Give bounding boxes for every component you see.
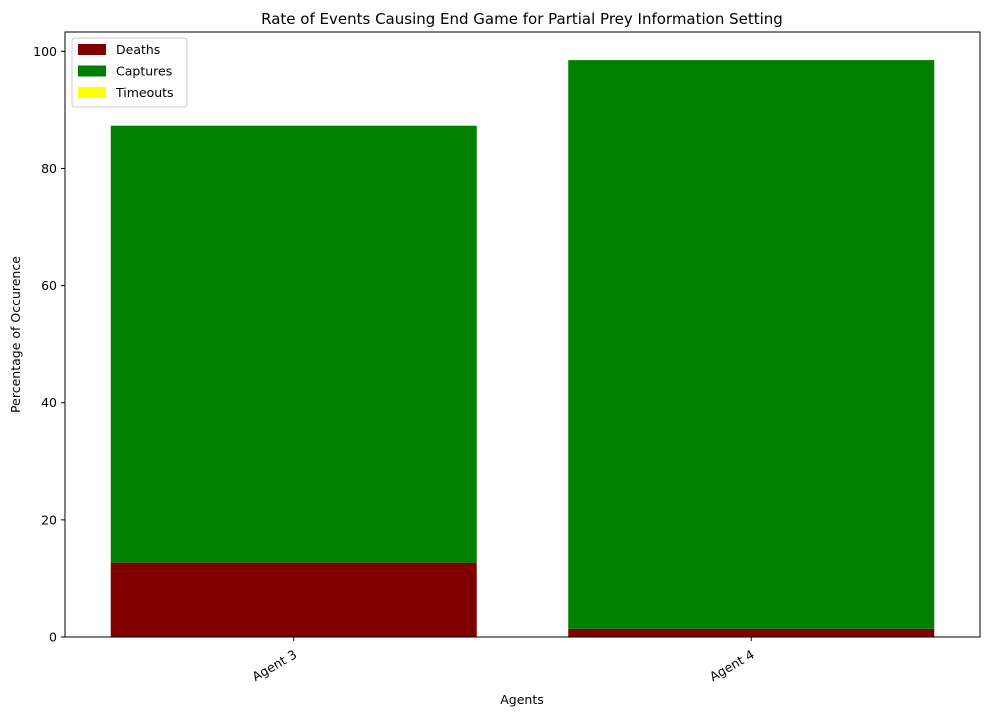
y-tick-label: 100 [33,44,57,59]
legend-swatch-captures [78,65,106,77]
y-tick-label: 40 [41,395,57,410]
bar-deaths-agent-4 [568,628,935,637]
chart-title: Rate of Events Causing End Game for Part… [261,10,783,28]
bar-deaths-agent-3 [110,562,477,637]
y-tick-label: 60 [41,278,57,293]
y-tick-label: 0 [49,630,57,645]
legend-label-timeouts: Timeouts [115,85,174,100]
bars-layer [110,60,935,637]
legend-label-captures: Captures [116,64,172,79]
legend-swatch-deaths [78,44,106,55]
x-axis-label: Agents [500,692,544,707]
y-axis: 0 20 40 60 80 100 [33,44,65,645]
plot-frame [64,31,981,638]
bar-captures-agent-4 [568,60,935,629]
y-tick-label: 80 [41,161,57,176]
legend-swatch-timeouts [78,87,106,98]
y-tick-label: 20 [41,512,57,527]
x-axis: Agent 3 Agent 4 [249,637,757,684]
bar-captures-agent-3 [110,125,477,563]
y-axis-label: Percentage of Occurence [8,256,23,413]
x-tick-label: Agent 3 [249,647,299,684]
legend: Deaths Captures Timeouts [71,37,188,108]
legend-label-deaths: Deaths [116,42,160,57]
x-tick-label: Agent 4 [707,647,757,684]
